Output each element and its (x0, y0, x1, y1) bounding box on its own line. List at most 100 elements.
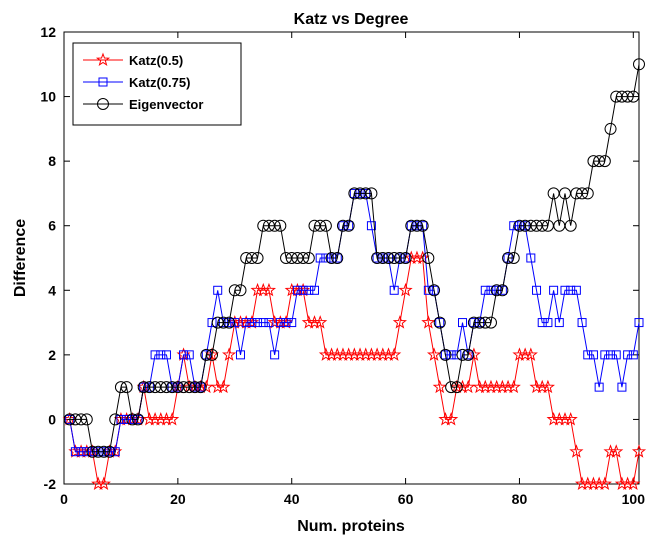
legend: Katz(0.5) Katz(0.75) Eigenvector (72, 42, 242, 126)
y-tick-label: 2 (48, 347, 56, 363)
data-point (583, 350, 593, 360)
y-tick-label: 10 (40, 89, 56, 105)
data-point (268, 219, 281, 232)
data-point (314, 219, 327, 232)
data-point (604, 122, 617, 135)
data-point (426, 347, 442, 361)
data-point (461, 379, 476, 394)
data-point (532, 285, 542, 295)
data-point (446, 350, 456, 360)
data-point (509, 221, 519, 231)
data-point (429, 285, 439, 295)
data-point (97, 445, 110, 458)
data-point (571, 285, 581, 295)
x-tick-label: 100 (622, 491, 646, 507)
data-point (114, 381, 127, 394)
y-tick-label: 6 (48, 218, 56, 234)
data-point (576, 187, 589, 200)
data-point (450, 381, 463, 394)
data-point (537, 318, 547, 328)
y-tick-label: 12 (40, 24, 56, 40)
data-point (439, 348, 452, 361)
data-point (606, 350, 616, 360)
legend-item: Eigenvector (83, 97, 203, 112)
data-point (428, 284, 441, 297)
data-point (526, 253, 536, 263)
data-point (458, 318, 468, 328)
data-point (75, 413, 88, 426)
data-point (304, 285, 314, 295)
data-point (365, 187, 378, 200)
y-tick-label: 0 (48, 411, 56, 427)
legend-item: Katz(0.5) (83, 52, 183, 68)
x-tick-label: 20 (170, 491, 186, 507)
data-point (103, 445, 116, 458)
data-point (621, 90, 634, 103)
data-point (275, 318, 285, 328)
legend-marker (95, 52, 111, 67)
data-point (399, 252, 412, 264)
data-point (258, 318, 268, 328)
data-point (207, 318, 217, 328)
data-point (206, 348, 219, 361)
series-group (62, 58, 647, 491)
data-point (313, 315, 328, 329)
data-point (588, 350, 598, 360)
data-point (609, 444, 624, 458)
data-point (199, 379, 214, 394)
legend-item: Katz(0.75) (83, 75, 190, 90)
data-point (597, 476, 612, 491)
data-point (540, 379, 555, 394)
data-point (560, 285, 570, 295)
data-point (387, 347, 402, 361)
data-point (623, 350, 633, 360)
data-point (222, 347, 237, 361)
data-point (331, 252, 344, 264)
data-point (274, 219, 287, 232)
data-point (484, 316, 497, 329)
data-point (433, 316, 446, 329)
data-point (241, 318, 251, 328)
legend-marker (98, 77, 108, 87)
y-axis-label: Difference (12, 219, 29, 297)
data-point (251, 252, 264, 264)
x-tick-label: 60 (398, 491, 414, 507)
data-point (389, 285, 399, 295)
data-point (213, 285, 223, 295)
data-point (321, 253, 331, 263)
data-point (549, 285, 559, 295)
data-point (359, 187, 372, 200)
data-point (633, 58, 645, 71)
data-point (506, 379, 521, 394)
y-tick-label: 4 (48, 282, 56, 298)
y-tick-label: 8 (48, 153, 56, 169)
data-point (398, 282, 413, 297)
legend-label: Katz(0.5) (129, 53, 183, 68)
data-point (165, 411, 180, 426)
data-point (264, 318, 274, 328)
data-point (200, 348, 213, 361)
data-point (456, 348, 469, 361)
data-point (292, 285, 302, 295)
data-point (110, 447, 120, 457)
data-point (611, 350, 621, 360)
data-point (421, 315, 436, 329)
data-point (179, 350, 189, 360)
data-point (626, 476, 641, 491)
data-point (247, 318, 257, 328)
data-point (342, 219, 355, 232)
data-point (109, 413, 122, 426)
data-point (319, 219, 332, 232)
data-point (593, 155, 606, 168)
data-point (156, 350, 166, 360)
data-point (80, 413, 93, 426)
data-point (120, 381, 133, 394)
data-point (76, 447, 86, 457)
data-point (566, 285, 576, 295)
data-point (309, 285, 319, 295)
data-point (204, 347, 220, 361)
data-point (581, 187, 594, 200)
legend-label: Katz(0.75) (129, 75, 190, 90)
data-point (435, 318, 445, 328)
data-point (445, 381, 458, 394)
